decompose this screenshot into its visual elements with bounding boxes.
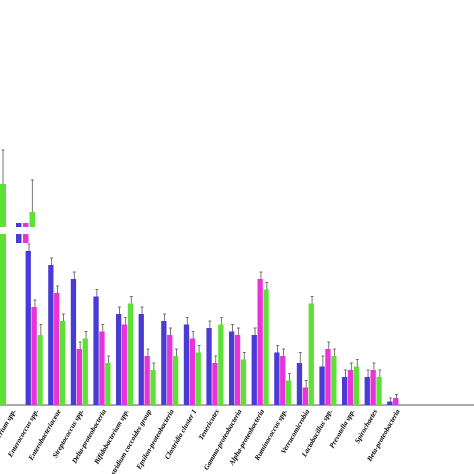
bar-3-16: [376, 377, 382, 405]
bar-3-8: [195, 352, 201, 405]
bar-3-12: [286, 380, 292, 405]
bar-2-2: [54, 293, 60, 405]
tick-label-9: Tenericutes: [197, 408, 221, 442]
bar-3-7: [173, 356, 179, 405]
bar-1-1: [25, 251, 31, 405]
bar-2-11: [257, 279, 263, 405]
bar-1-11: [251, 335, 257, 405]
bar-1-13: [296, 363, 303, 405]
bar-2-16: [370, 370, 376, 405]
bar-1-12: [274, 352, 280, 405]
bar-upper-3: [29, 212, 35, 232]
bar-2-4: [99, 331, 105, 405]
bar-3-4: [105, 363, 111, 405]
bar-1-6: [138, 314, 144, 405]
bar-1-14: [319, 366, 325, 405]
chart-tick-labels: Bacterium spp.Enterococcus spp.Enterobac…: [0, 407, 402, 474]
bar-1-5: [116, 314, 122, 405]
bar-1-3: [70, 279, 77, 405]
chart-error-bars: [27, 243, 399, 402]
tick-label-16: Spirochaetes: [353, 408, 379, 445]
bar-broken-3: [0, 184, 6, 405]
bar-1-16: [364, 377, 370, 405]
bar-3-3: [82, 338, 88, 405]
bar-3-14: [331, 356, 337, 405]
bar-3-9: [218, 324, 224, 405]
bar-2-5: [121, 324, 128, 405]
bar-3-5: [127, 303, 134, 405]
bar-2-17: [393, 398, 399, 405]
bar-3-13: [308, 303, 314, 405]
bar-2-8: [189, 338, 195, 405]
bar-1-8: [183, 324, 190, 405]
bar-2-7: [167, 335, 173, 405]
bar-2-3: [76, 349, 82, 405]
bar-1-9: [206, 328, 212, 405]
bar-2-13: [302, 387, 308, 405]
bar-3-15: [353, 366, 360, 405]
axis-break-gap: [0, 227, 40, 234]
bar-2-1: [31, 307, 37, 405]
bar-2-9: [212, 363, 218, 405]
chart-bars: [25, 251, 399, 405]
bar-2-10: [234, 335, 241, 405]
bar-1-17: [387, 401, 393, 405]
bar-1-15: [342, 377, 348, 405]
bar-1-4: [93, 296, 99, 405]
bar-1-7: [161, 321, 167, 405]
axis-break-marker: [0, 149, 40, 405]
bar-3-6: [150, 370, 156, 405]
bar-3-1: [37, 335, 43, 405]
bar-3-2: [60, 321, 66, 405]
bar-1-10: [229, 331, 235, 405]
bar-2-14: [325, 349, 331, 405]
bar-2-15: [347, 370, 354, 405]
bar-1-2: [48, 265, 54, 405]
bar-3-11: [263, 289, 269, 405]
bar-2-12: [280, 356, 286, 405]
bar-3-10: [240, 359, 247, 405]
bar-2-6: [144, 356, 150, 405]
